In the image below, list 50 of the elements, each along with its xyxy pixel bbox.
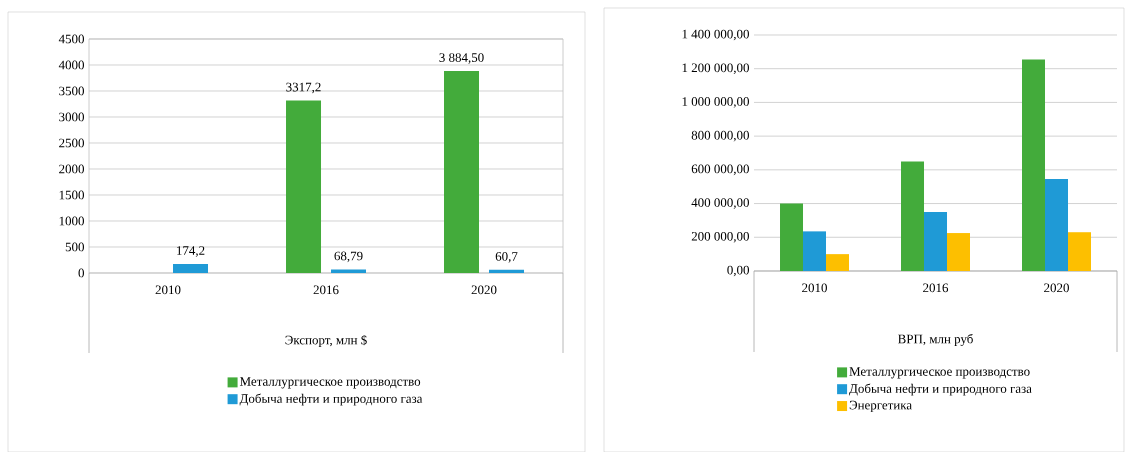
x-tick-label: 2020 bbox=[471, 285, 497, 295]
bar bbox=[1045, 179, 1069, 271]
bar bbox=[803, 231, 827, 271]
y-tick-label: 2500 bbox=[59, 138, 84, 148]
data-label: 3 884,50 bbox=[439, 53, 484, 64]
y-tick-label: 0,00 bbox=[727, 265, 749, 277]
x-tick-label: 2010 bbox=[155, 285, 181, 295]
bar bbox=[331, 269, 367, 273]
y-tick-label: 1500 bbox=[59, 190, 84, 200]
y-tick-label: 500 bbox=[65, 242, 84, 252]
bar bbox=[286, 100, 322, 273]
data-label: 3317,2 bbox=[286, 82, 321, 94]
data-label: 60,7 bbox=[495, 252, 518, 263]
x-axis-title: Экспорт, млн $ bbox=[285, 334, 367, 348]
legend-label: Добыча нефти и природного газа bbox=[239, 393, 423, 406]
y-tick-label: 800 000,00 bbox=[691, 130, 749, 142]
y-tick-label: 0 bbox=[78, 268, 84, 278]
bar bbox=[173, 263, 209, 273]
bar bbox=[1022, 59, 1046, 271]
y-tick-label: 1 400 000,00 bbox=[682, 29, 749, 41]
bar bbox=[489, 269, 525, 273]
bar bbox=[780, 203, 804, 271]
y-tick-label: 3500 bbox=[59, 86, 84, 96]
x-tick-label: 2016 bbox=[313, 285, 339, 295]
legend-label: Металлургическое производство bbox=[239, 377, 421, 389]
x-tick-label: 2016 bbox=[923, 283, 949, 293]
y-tick-label: 200 000,00 bbox=[691, 231, 749, 243]
y-tick-label: 4500 bbox=[58, 34, 84, 44]
bar bbox=[1068, 232, 1092, 271]
x-axis-title: ВРП, млн руб bbox=[898, 333, 973, 347]
bar bbox=[444, 71, 480, 273]
y-tick-label: 2000 bbox=[59, 164, 84, 174]
y-tick-label: 1 000 000,00 bbox=[682, 97, 749, 108]
bar bbox=[947, 233, 971, 271]
x-tick-label: 2010 bbox=[802, 283, 827, 293]
y-tick-label: 4000 bbox=[58, 60, 84, 70]
y-tick-label: 1000 bbox=[59, 216, 84, 226]
y-tick-label: 400 000,00 bbox=[691, 198, 749, 209]
bar bbox=[826, 254, 850, 271]
data-label: 174,2 bbox=[177, 246, 205, 257]
bar bbox=[901, 161, 925, 271]
x-tick-label: 2020 bbox=[1044, 283, 1069, 293]
legend-label: Добыча нефти и природного газа bbox=[849, 383, 1032, 396]
y-tick-label: 1 200 000,00 bbox=[682, 63, 749, 75]
y-tick-label: 600 000,00 bbox=[691, 164, 749, 176]
legend-label: Металлургическое производство bbox=[849, 367, 1030, 379]
legend-label: Энергетика bbox=[849, 400, 912, 413]
data-label: 68,79 bbox=[334, 251, 363, 263]
y-tick-label: 3000 bbox=[59, 112, 84, 122]
bar bbox=[924, 211, 948, 271]
